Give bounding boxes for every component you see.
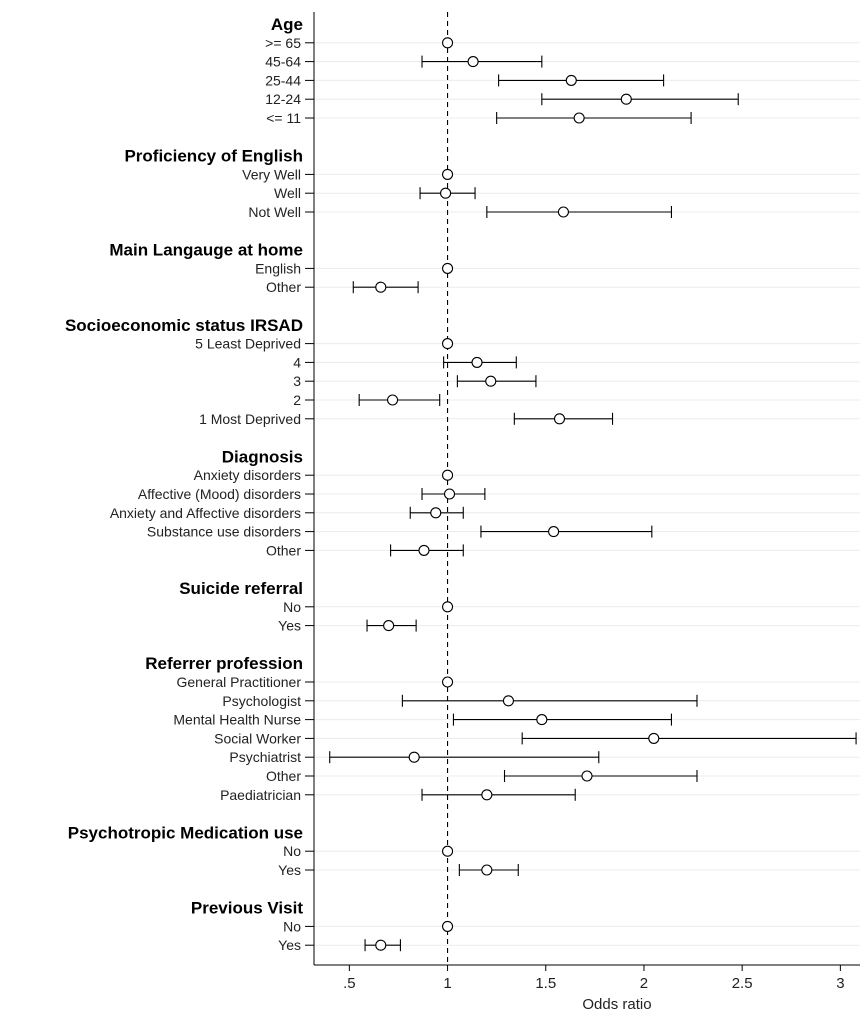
row-label: English xyxy=(255,260,301,276)
odds-ratio-point xyxy=(440,187,452,199)
x-tick-label: 2.5 xyxy=(732,975,753,992)
row-label: Anxiety and Affective disorders xyxy=(110,505,301,521)
odds-ratio-point xyxy=(375,281,387,293)
row-label: 1 Most Deprived xyxy=(199,411,301,427)
odds-ratio-point xyxy=(442,845,454,857)
odds-ratio-point xyxy=(471,356,483,368)
group-header: Psychotropic Medication use xyxy=(68,823,303,842)
group-header: Diagnosis xyxy=(222,447,303,466)
odds-ratio-point xyxy=(485,375,497,387)
x-tick-label: 2 xyxy=(640,975,648,992)
x-tick-label: 1 xyxy=(443,975,451,992)
gridlines xyxy=(314,42,860,946)
odds-ratio-point xyxy=(443,488,456,500)
row-label: Well xyxy=(274,185,301,201)
odds-ratio-point xyxy=(502,695,514,707)
odds-ratio-point xyxy=(375,939,387,951)
row-label: >= 65 xyxy=(265,35,301,51)
odds-ratio-point xyxy=(481,789,493,801)
odds-ratio-point xyxy=(553,413,566,425)
row-label: No xyxy=(283,843,301,859)
row-label: Other xyxy=(266,279,301,295)
row-label: Other xyxy=(266,768,301,784)
odds-ratio-point xyxy=(648,732,660,744)
odds-ratio-point xyxy=(467,56,479,68)
group-header: Proficiency of English xyxy=(124,147,303,166)
odds-ratio-point xyxy=(565,74,577,86)
row-label: Paediatrician xyxy=(220,787,301,803)
group-header: Previous Visit xyxy=(191,899,303,918)
x-tick-label: .5 xyxy=(343,975,356,992)
odds-ratio-point xyxy=(442,920,454,932)
odds-ratio-point xyxy=(418,544,430,556)
group-header: Main Langauge at home xyxy=(109,241,303,260)
row-label: Anxiety disorders xyxy=(194,467,301,483)
x-axis: .5 1 1.5 2 2.5 3 Odds ratio xyxy=(313,12,860,1013)
odds-ratio-point xyxy=(481,864,493,876)
row-label: Not Well xyxy=(248,204,301,220)
odds-ratio-point xyxy=(548,526,560,538)
row-label: 25-44 xyxy=(265,72,301,88)
row-label: 5 Least Deprived xyxy=(195,336,301,352)
group-header: Socioeconomic status IRSAD xyxy=(65,316,303,335)
odds-ratio-point xyxy=(442,262,454,274)
row-label: 4 xyxy=(293,354,301,370)
row-label: 45-64 xyxy=(265,54,301,70)
row-label: Other xyxy=(266,542,301,558)
row-label: Psychiatrist xyxy=(229,749,301,765)
x-tick-label: 1.5 xyxy=(535,975,556,992)
row-label: Yes xyxy=(278,937,301,953)
x-tick-label: 3 xyxy=(836,975,844,992)
odds-ratio-point xyxy=(383,620,395,632)
odds-ratio-point xyxy=(442,676,454,688)
row-label: Yes xyxy=(278,618,301,634)
row-label: Affective (Mood) disorders xyxy=(138,486,301,502)
odds-ratio-point xyxy=(442,469,454,481)
row-label: Substance use disorders xyxy=(147,524,301,540)
row-label: Social Worker xyxy=(214,730,301,746)
odds-ratio-point xyxy=(557,206,569,218)
odds-ratio-point xyxy=(442,338,454,350)
row-label: No xyxy=(283,599,301,615)
odds-ratio-point xyxy=(442,168,454,180)
odds-ratio-point xyxy=(573,112,585,124)
row-label: Very Well xyxy=(242,166,301,182)
group-header: Age xyxy=(271,15,303,34)
odds-ratio-point xyxy=(442,37,454,49)
odds-ratio-point xyxy=(387,394,399,406)
row-label: 12-24 xyxy=(265,91,301,107)
row-label: <= 11 xyxy=(266,110,301,126)
odds-ratio-point xyxy=(620,93,632,105)
row-label: Yes xyxy=(278,862,301,878)
row-label: 2 xyxy=(293,392,301,408)
group-header: Suicide referral xyxy=(179,579,303,598)
odds-ratio-point xyxy=(536,714,548,726)
row-label: General Practitioner xyxy=(176,674,301,690)
row-label: Psychologist xyxy=(222,693,301,709)
row-label: Mental Health Nurse xyxy=(173,712,301,728)
odds-ratio-point xyxy=(442,601,454,613)
group-header: Referrer profession xyxy=(145,654,303,673)
rows: Age>= 65 45-64 25-44 12-24 <= 11 Proficiency … xyxy=(65,15,857,953)
odds-ratio-point xyxy=(581,770,593,782)
row-label: No xyxy=(283,918,301,934)
row-label: 3 xyxy=(293,373,301,389)
odds-ratio-point xyxy=(408,751,420,763)
odds-ratio-point xyxy=(430,507,442,519)
x-axis-title: Odds ratio xyxy=(582,996,651,1013)
